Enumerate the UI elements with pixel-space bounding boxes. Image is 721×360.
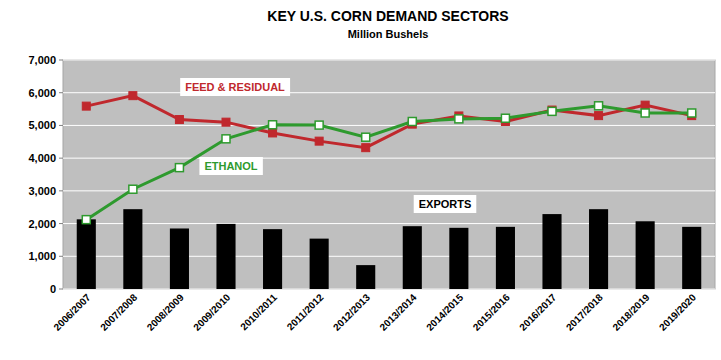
grid-line [63,256,715,257]
bar [636,221,655,289]
bar [216,224,235,289]
line [86,96,691,148]
title: KEY U.S. CORN DEMAND SECTORS [267,8,508,24]
marker [315,121,323,129]
tick-mark [59,289,63,290]
y-tick-label: 0 [50,283,56,295]
bar [542,214,561,289]
tick-mark [59,125,63,126]
tick-mark [59,256,63,257]
marker [688,109,696,117]
x-tick-label: 2015/2016 [471,291,513,333]
marks [77,92,702,289]
bar [123,209,142,289]
marker [175,116,183,124]
marker [175,164,183,172]
marker [641,109,649,117]
marker [269,121,277,129]
tick-mark [59,223,63,224]
marker [129,92,137,100]
tick-mark [59,190,63,191]
x-tick-label: 2012/2013 [331,291,373,333]
grid-line [63,289,715,290]
bar [682,227,701,289]
y-tick-label: 2,000 [28,218,56,230]
x-tick-label: 2017/2018 [564,291,606,333]
marker [501,114,509,122]
tick-mark [59,60,63,61]
series-label-box [180,78,290,96]
y-tick-label: 3,000 [28,185,56,197]
marker [222,135,230,143]
x-tick-label: 2010/2011 [238,291,279,332]
marker [595,112,603,120]
bar [170,228,189,289]
y-tick-label: 1,000 [28,250,56,262]
series-label-box [414,195,477,213]
x-tick-label: 2006/2007 [51,291,93,333]
marker [362,144,370,152]
bar [403,226,422,289]
x-tick-label: 2019/2020 [657,291,699,333]
x-tick-label: 2018/2019 [610,291,652,333]
x-tick-label: 2014/2015 [424,291,466,333]
grid-line [63,92,715,93]
marker [408,118,416,126]
y-tick-label: 6,000 [28,87,56,99]
bar [263,229,282,289]
marker [548,107,556,115]
marker [82,102,90,110]
tick-mark [59,92,63,93]
grid-line [63,190,715,191]
marker [129,185,137,193]
x-tick-label: 2009/2010 [191,291,233,333]
grid-line [63,223,715,224]
marker [641,101,649,109]
bar [589,209,608,289]
y-tick-label: 4,000 [28,152,56,164]
bar [449,228,468,289]
subtitle: Million Bushels [348,28,429,40]
marker [222,118,230,126]
x-tick-label: 2008/2009 [145,291,187,333]
marker [82,216,90,224]
series-label: FEED & RESIDUAL [185,81,285,93]
grid-line [63,158,715,159]
bar [356,265,375,289]
bar [310,239,329,289]
y-tick-label: 7,000 [28,54,56,66]
marker [269,129,277,137]
x-tick-label: 2016/2017 [517,291,559,333]
marker [315,137,323,145]
plot-area [63,60,715,289]
x-tick-label: 2011/2012 [285,291,326,332]
y-tick-label: 5,000 [28,119,56,131]
tick-mark [59,158,63,159]
series-label: EXPORTS [419,198,472,210]
marker [362,133,370,141]
x-tick-label: 2013/2014 [377,291,419,333]
grid-line [63,60,715,61]
marker [595,102,603,110]
grid-line [63,125,715,126]
series-label-box [199,157,262,175]
bar [77,219,96,289]
marker [455,115,463,123]
series-label: ETHANOL [204,160,257,172]
x-tick-label: 2007/2008 [98,291,140,333]
bar [496,227,515,289]
chart: KEY U.S. CORN DEMAND SECTORS Million Bush… [0,0,721,360]
line [86,106,691,220]
